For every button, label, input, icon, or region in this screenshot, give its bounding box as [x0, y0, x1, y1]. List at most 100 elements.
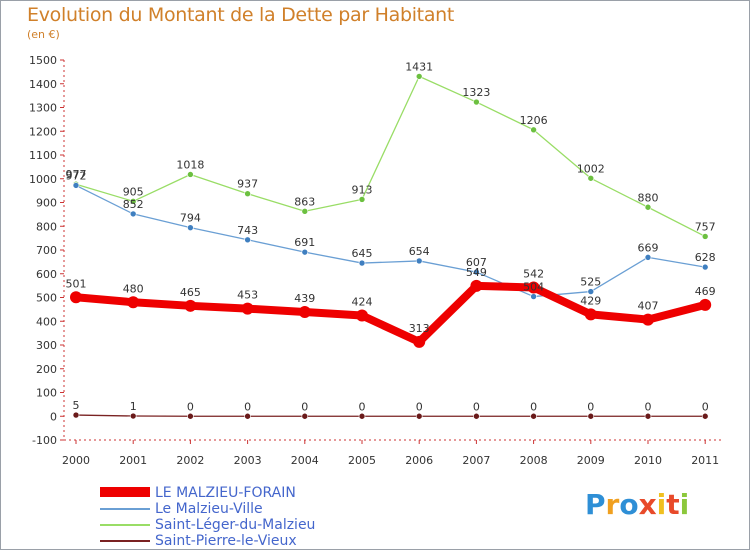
data-point — [587, 174, 595, 182]
data-point — [701, 233, 709, 240]
data-label: 880 — [638, 191, 659, 204]
data-point — [530, 126, 537, 134]
data-label: 439 — [294, 292, 315, 305]
data-label: 0 — [587, 400, 594, 413]
chart-subtitle: (en €) — [27, 28, 60, 41]
x-tick-label: 2005 — [348, 454, 376, 467]
x-tick-label: 2008 — [520, 454, 548, 467]
data-label: 1002 — [577, 162, 605, 175]
logo-letter: o — [619, 488, 639, 521]
y-tick-label: 500 — [36, 292, 57, 305]
legend-label: Le Malzieu-Ville — [155, 501, 263, 517]
data-point — [129, 412, 137, 420]
logo-letter: i — [679, 488, 690, 521]
data-label: 0 — [416, 400, 423, 413]
data-point — [301, 207, 309, 215]
data-point — [244, 190, 251, 198]
data-point — [699, 298, 712, 311]
data-point — [70, 291, 82, 304]
y-tick-label: 400 — [36, 315, 57, 328]
x-tick-label: 2003 — [234, 454, 262, 467]
logo-letter: x — [638, 488, 657, 521]
data-point — [527, 281, 540, 294]
legend-label: Saint-Léger-du-Malzieu — [155, 517, 316, 533]
legend-label: Saint-Pierre-le-Vieux — [155, 533, 297, 549]
data-point — [129, 198, 137, 205]
data-point — [358, 196, 366, 203]
data-label: 0 — [473, 400, 480, 413]
data-label: 1018 — [176, 158, 204, 171]
x-tick-label: 2007 — [462, 454, 490, 467]
data-point — [184, 299, 197, 312]
data-point — [473, 268, 480, 276]
y-tick-label: 0 — [50, 410, 57, 423]
data-point — [415, 73, 423, 80]
y-tick-label: 100 — [36, 387, 57, 400]
y-tick-label: 600 — [36, 268, 57, 281]
data-label: 480 — [123, 282, 144, 295]
y-tick-label: 1200 — [29, 125, 57, 138]
data-point — [241, 302, 254, 315]
chart-title: Evolution du Montant de la Dette par Hab… — [27, 4, 455, 26]
data-label: 654 — [409, 245, 430, 258]
logo-letter: i — [656, 488, 667, 521]
series-line-0 — [75, 281, 707, 346]
data-label: 549 — [466, 266, 487, 279]
data-label: 645 — [352, 247, 373, 260]
data-label: 525 — [580, 276, 601, 289]
legend-swatch-le-malzieu-ville — [100, 508, 150, 510]
data-point — [129, 210, 137, 218]
data-point — [187, 171, 194, 178]
data-label: 542 — [523, 268, 544, 281]
data-point — [356, 309, 368, 322]
data-point — [187, 412, 194, 420]
data-point — [470, 279, 483, 292]
data-label: 313 — [409, 322, 430, 335]
data-label: 407 — [638, 300, 659, 313]
y-tick-label: 900 — [36, 197, 57, 210]
data-label: 0 — [645, 400, 652, 413]
data-point — [244, 412, 251, 420]
data-point — [413, 335, 426, 348]
x-tick-label: 2000 — [62, 454, 90, 467]
y-tick-label: 200 — [36, 363, 57, 376]
data-label: 501 — [66, 277, 87, 290]
data-label: 1206 — [520, 114, 548, 127]
data-point — [642, 313, 654, 326]
y-tick-label: 700 — [36, 244, 57, 257]
data-point — [415, 257, 423, 265]
data-label: 0 — [359, 400, 366, 413]
legend-swatch-saint-pierre-le-vieux — [100, 540, 150, 542]
data-label: 607 — [466, 256, 487, 269]
data-point — [530, 293, 537, 300]
data-label: 1431 — [405, 60, 433, 73]
x-tick-label: 2004 — [291, 454, 319, 467]
data-point — [358, 259, 366, 267]
data-label: 863 — [294, 195, 315, 208]
data-label: 1 — [130, 400, 137, 413]
x-tick-label: 2002 — [176, 454, 204, 467]
data-point — [72, 411, 80, 419]
data-label: 0 — [301, 400, 308, 413]
data-label: 453 — [237, 289, 258, 302]
data-point — [530, 412, 537, 420]
data-point — [644, 254, 652, 261]
data-point — [584, 308, 597, 321]
data-label: 794 — [180, 212, 201, 225]
data-point — [473, 98, 480, 106]
y-tick-label: -100 — [32, 434, 57, 447]
y-tick-label: 1000 — [29, 173, 57, 186]
y-tick-label: 1100 — [29, 149, 57, 162]
data-point — [72, 182, 80, 189]
data-point — [301, 412, 309, 420]
data-label: 0 — [244, 400, 251, 413]
data-label: 0 — [530, 400, 537, 413]
data-label: 669 — [638, 241, 659, 254]
logo-letter: t — [666, 488, 680, 521]
data-point — [587, 412, 595, 420]
proxiti-logo: Proxiti — [585, 488, 689, 521]
x-tick-label: 2011 — [691, 454, 719, 467]
data-point — [644, 203, 652, 211]
y-tick-label: 1500 — [29, 54, 57, 67]
